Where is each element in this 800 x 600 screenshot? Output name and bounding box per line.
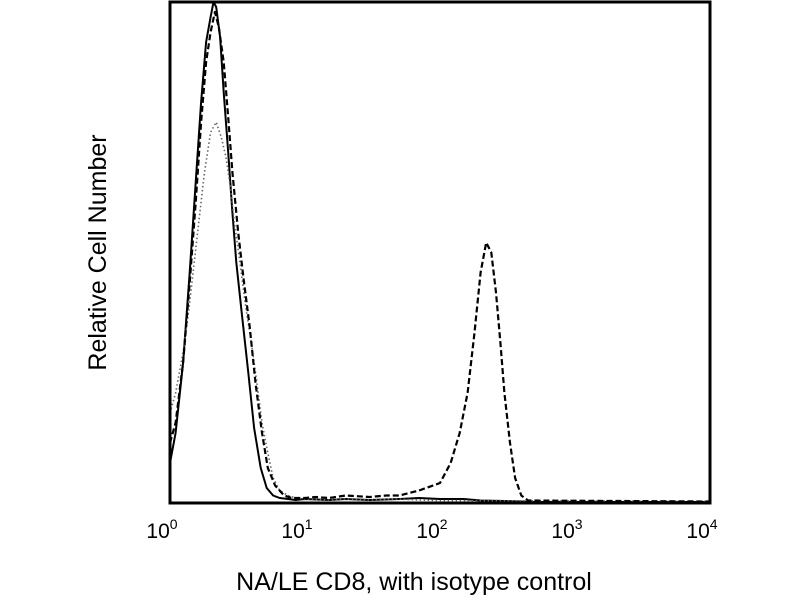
histogram-series-solid: [169, 1, 710, 503]
plot-frame: [168, 0, 712, 505]
x-tick-label: 104: [686, 516, 717, 543]
x-tick-label: 103: [551, 516, 582, 543]
histogram-series-dotted: [169, 121, 711, 503]
series-layer: [168, 1, 711, 503]
x-tick-label: 101: [281, 516, 312, 543]
y-axis-label: Relative Cell Number: [84, 134, 112, 370]
x-tick-labels: 100 101 102 103 104: [146, 516, 717, 543]
x-tick-label: 102: [416, 516, 447, 543]
x-axis-label: NA/LE CD8, with isotype control: [236, 568, 592, 596]
histogram-series-dashed: [168, 10, 711, 503]
x-tick-label: 100: [146, 516, 177, 543]
